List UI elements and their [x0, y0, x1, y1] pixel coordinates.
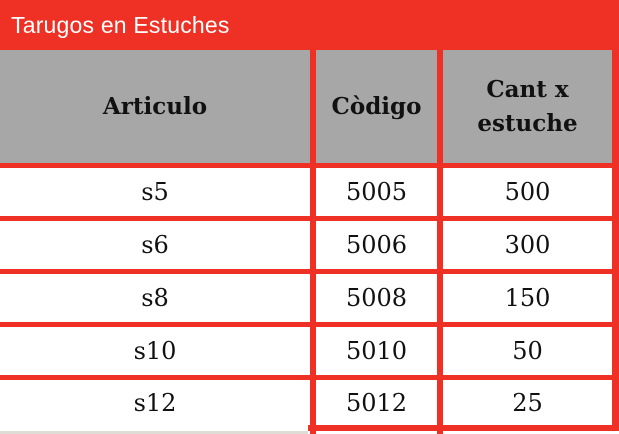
header-articulo: Articulo — [0, 50, 310, 163]
cell-articulo: s5 — [0, 168, 310, 216]
cell-articulo: s6 — [0, 221, 310, 269]
table-row: s6 5006 300 — [0, 221, 619, 269]
bottom-cutoff-strip — [0, 431, 308, 434]
header-codigo: Còdigo — [316, 50, 437, 163]
section-banner: Tarugos en Estuches — [0, 0, 619, 50]
column-border-stub — [310, 425, 316, 434]
cell-codigo: 5005 — [316, 168, 437, 216]
section-title: Tarugos en Estuches — [11, 11, 230, 38]
cell-cant: 25 — [443, 380, 612, 425]
cell-articulo: s10 — [0, 327, 310, 375]
cell-codigo: 5010 — [316, 327, 437, 375]
table-row: s12 5012 25 — [0, 380, 619, 425]
cell-cant: 300 — [443, 221, 612, 269]
cell-codigo: 5006 — [316, 221, 437, 269]
cell-articulo: s8 — [0, 274, 310, 322]
table-bottom-border — [308, 425, 619, 431]
table-row: s5 5005 500 — [0, 168, 619, 216]
cell-articulo: s12 — [0, 380, 310, 425]
tarugos-table: Articulo Còdigo Cant x estuche s5 5005 5… — [0, 50, 619, 425]
cell-cant: 150 — [443, 274, 612, 322]
cell-codigo: 5012 — [316, 380, 437, 425]
table-row: s8 5008 150 — [0, 274, 619, 322]
cell-cant: 500 — [443, 168, 612, 216]
column-border-stub — [437, 425, 443, 434]
cell-cant: 50 — [443, 327, 612, 375]
table-row: s10 5010 50 — [0, 327, 619, 375]
header-cant-x-estuche: Cant x estuche — [443, 50, 612, 163]
cell-codigo: 5008 — [316, 274, 437, 322]
table-header-row: Articulo Còdigo Cant x estuche — [0, 50, 619, 163]
